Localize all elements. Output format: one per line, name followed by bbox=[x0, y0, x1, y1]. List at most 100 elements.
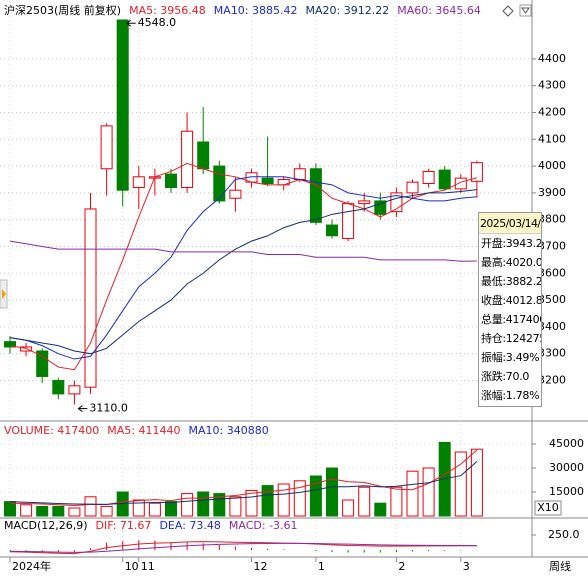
volume-bar bbox=[213, 493, 226, 517]
info-row: 振幅:3.49% bbox=[481, 351, 540, 364]
chart-title: 沪深2503(周线 前复权) bbox=[4, 4, 122, 17]
volume-bar bbox=[197, 491, 210, 517]
legend-entry: MA20: 3912.22 bbox=[305, 4, 390, 17]
volume-bar bbox=[20, 504, 33, 517]
volume-bar bbox=[438, 441, 451, 517]
y-tick-label: 3900 bbox=[538, 186, 566, 199]
volume-bar bbox=[68, 507, 81, 517]
main-header: 沪深2503(周线 前复权) MA5: 3956.48 MA10: 3885.42… bbox=[4, 4, 481, 18]
volume-bar bbox=[100, 505, 113, 517]
y-tick-label: 3500 bbox=[538, 293, 566, 306]
y-tick-label: 4400 bbox=[538, 52, 566, 65]
volume-bar bbox=[229, 496, 242, 517]
y-tick-label: 3300 bbox=[538, 347, 566, 360]
diamond-button[interactable] bbox=[502, 5, 514, 17]
dea-line bbox=[9, 542, 477, 553]
volume-bar bbox=[342, 499, 355, 517]
volume-bar bbox=[422, 467, 435, 517]
macd-header: MACD(12,26,9) DIF: 71.67 DEA: 73.48 MACD: -… bbox=[4, 519, 298, 533]
y-tick-label: 3200 bbox=[538, 373, 566, 386]
y-tick-label: 45000 bbox=[549, 437, 584, 450]
volume-bar bbox=[84, 496, 97, 517]
candle-body bbox=[470, 162, 483, 182]
y-tick-label: 3400 bbox=[538, 320, 566, 333]
candle-body bbox=[84, 208, 97, 388]
annotation: 4548.0 bbox=[138, 16, 177, 29]
volume-bar bbox=[181, 493, 194, 517]
candle-body bbox=[454, 177, 467, 190]
candle-body bbox=[4, 341, 16, 348]
legend-entry: MA5: 3956.48 bbox=[129, 4, 206, 17]
volume-bar bbox=[165, 501, 177, 517]
y-tick-label: 4300 bbox=[538, 79, 566, 92]
annotation: 3110.0 bbox=[89, 402, 128, 415]
volume-bar bbox=[390, 486, 403, 517]
dif-line bbox=[9, 541, 477, 555]
volume-bar bbox=[148, 502, 161, 517]
side-tab-arrow bbox=[2, 289, 6, 299]
menu-button[interactable] bbox=[519, 4, 532, 17]
candle-body bbox=[181, 130, 194, 189]
candle-body bbox=[261, 177, 274, 184]
candle-body bbox=[116, 19, 129, 191]
candle-body bbox=[438, 169, 451, 190]
volume-bar bbox=[454, 451, 467, 517]
ma-line bbox=[9, 162, 478, 371]
macd-legend: MACD(12,26,9) bbox=[4, 519, 88, 532]
candle-body bbox=[132, 176, 145, 189]
candle-body bbox=[309, 168, 322, 223]
candle-body bbox=[197, 141, 210, 170]
volume-multiplier: X10 bbox=[537, 501, 559, 514]
volume-ma-line bbox=[9, 461, 478, 505]
volume-bar bbox=[132, 499, 145, 517]
candle-body bbox=[52, 379, 65, 395]
period-label: 周线 bbox=[549, 559, 571, 573]
candle-body bbox=[165, 173, 177, 189]
legend-entry: MA10: 3885.42 bbox=[213, 4, 298, 17]
ma-line bbox=[9, 176, 477, 360]
volume-bar bbox=[293, 480, 306, 517]
x-tick-label: 11 bbox=[141, 560, 155, 573]
candle-body bbox=[100, 125, 113, 170]
candle-body bbox=[213, 165, 226, 202]
volume-bar bbox=[326, 467, 338, 517]
y-tick-label: 4000 bbox=[538, 159, 566, 172]
volume-bar bbox=[470, 448, 483, 517]
info-row: 涨幅:1.78% bbox=[481, 389, 540, 402]
volume-bar bbox=[277, 483, 290, 517]
volume-bar bbox=[52, 505, 65, 517]
candle-body bbox=[68, 385, 81, 395]
legend-entry: MA60: 3645.64 bbox=[397, 4, 481, 17]
y-tick-label: 3800 bbox=[538, 213, 566, 226]
volume-bar bbox=[309, 475, 322, 517]
y-tick-label: 250.0 bbox=[548, 528, 580, 541]
info-panel: 2025/03/14/五 开盘:3943.2 最高:4020.0 最低:3882.2… bbox=[478, 212, 542, 407]
volume-bar bbox=[261, 485, 274, 517]
y-tick-label: 30000 bbox=[549, 461, 584, 474]
candle-body bbox=[36, 350, 49, 377]
annotation-arrowhead bbox=[125, 19, 131, 27]
volume-header: VOLUME: 417400 MA5: 411440 MA10: 340880 bbox=[4, 424, 269, 438]
candle-body bbox=[342, 203, 355, 239]
candle-body bbox=[358, 200, 371, 205]
volume-ma-line bbox=[9, 449, 478, 506]
volume-bar bbox=[36, 505, 49, 517]
info-row: 最低:3882.2 bbox=[481, 275, 542, 288]
info-row: 收盘:4012.8 bbox=[481, 294, 542, 307]
info-row: 持仓:124275 bbox=[481, 332, 542, 345]
volume-bar bbox=[358, 486, 371, 517]
ma-line bbox=[9, 240, 477, 262]
volume-bar bbox=[406, 470, 419, 517]
info-row: 最高:4020.0 bbox=[481, 256, 542, 269]
candle-body bbox=[229, 189, 242, 199]
candle-body bbox=[406, 181, 419, 194]
candle-body bbox=[326, 224, 338, 237]
y-tick-label: 15000 bbox=[549, 485, 584, 498]
menu-icon bbox=[521, 7, 530, 14]
volume-legend: MA10: 340880 bbox=[188, 424, 269, 437]
x-tick-label: 3 bbox=[463, 560, 470, 573]
info-row: 涨跌:70.0 bbox=[481, 370, 530, 383]
macd-legend: DIF: 71.67 bbox=[95, 519, 152, 532]
x-tick-label: 1 bbox=[318, 560, 325, 573]
